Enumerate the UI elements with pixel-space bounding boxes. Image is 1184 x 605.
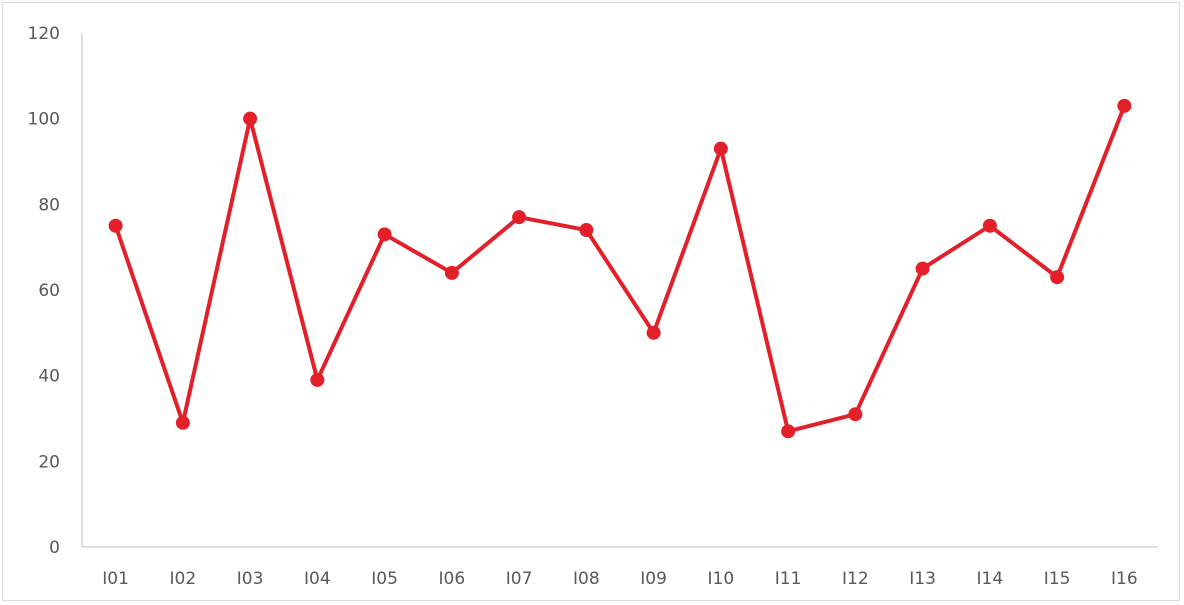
data-point (310, 372, 325, 387)
y-tick-label: 0 (49, 538, 60, 558)
x-tick-label: I10 (708, 569, 735, 589)
x-tick-label: I09 (640, 569, 667, 589)
x-tick-label: I15 (1044, 569, 1071, 589)
series-line (113, 105, 1127, 434)
data-point (377, 227, 392, 242)
x-tick-label: I06 (439, 569, 466, 589)
y-tick-label: 120 (28, 24, 60, 44)
data-point (713, 141, 728, 156)
x-tick-label: I07 (506, 569, 533, 589)
x-tick-label: I04 (304, 569, 331, 589)
x-tick-label: I05 (371, 569, 398, 589)
data-point (512, 210, 527, 225)
series-1 (108, 98, 1132, 439)
x-tick-label: I08 (573, 569, 600, 589)
data-point (108, 218, 123, 233)
data-point (1117, 98, 1132, 113)
x-tick-label: I02 (170, 569, 197, 589)
data-point (1050, 270, 1065, 285)
y-tick-label: 80 (38, 195, 60, 215)
data-point (243, 111, 258, 126)
data-point (848, 407, 863, 422)
data-point (646, 325, 661, 340)
x-tick-label: I12 (842, 569, 869, 589)
y-tick-label: 100 (28, 110, 60, 130)
y-tick-label: 60 (38, 281, 60, 301)
data-point (915, 261, 930, 276)
x-tick-label: I03 (237, 569, 264, 589)
data-point (444, 265, 459, 280)
y-tick-label: 40 (38, 367, 60, 387)
x-tick-label: I16 (1111, 569, 1138, 589)
y-tick-labels: 0 20 40 60 80 100 120 (28, 24, 60, 558)
x-tick-label: I11 (775, 569, 802, 589)
data-point (175, 415, 190, 430)
x-tick-label: I13 (909, 569, 936, 589)
data-point (982, 218, 997, 233)
y-tick-label: 20 (38, 452, 60, 472)
x-tick-labels: I01 I02 I03 I04 I05 I06 I07 I08 I09 I10 I11 I12 I13 I… (102, 569, 1137, 589)
x-tick-label: I14 (977, 569, 1004, 589)
data-point (579, 223, 594, 238)
data-point (781, 424, 796, 439)
x-tick-label: I01 (102, 569, 129, 589)
